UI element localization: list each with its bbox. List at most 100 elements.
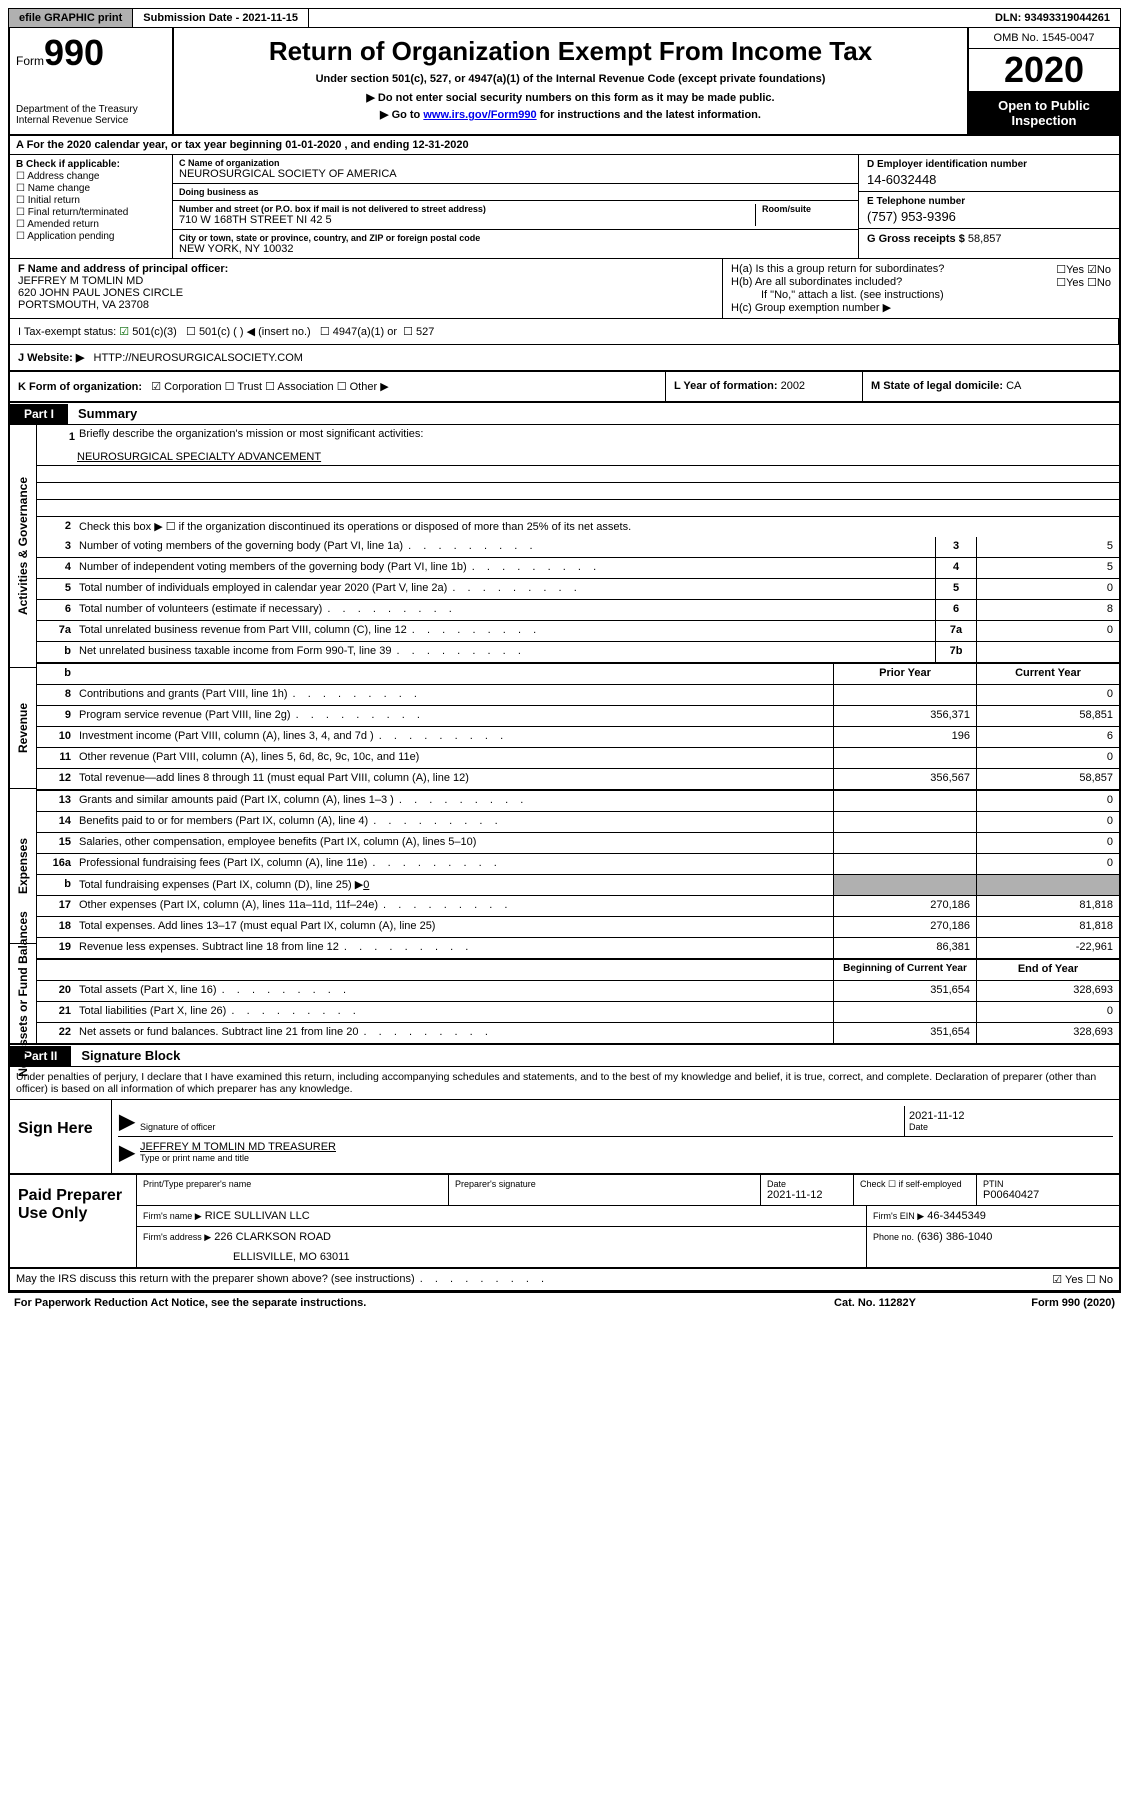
line-9-curr: 58,851 — [976, 706, 1119, 726]
line-1-num: 1 — [41, 428, 79, 446]
chk-final-return[interactable]: Final return/terminated — [16, 207, 166, 218]
row-a-tax-year: A For the 2020 calendar year, or tax yea… — [10, 136, 1119, 155]
tax-exempt-status: I Tax-exempt status: 501(c)(3) 501(c) ( … — [10, 319, 1119, 344]
line-22-prior: 351,654 — [833, 1023, 976, 1043]
ptin-label: PTIN — [983, 1179, 1113, 1189]
line-16a-desc: Professional fundraising fees (Part IX, … — [75, 854, 833, 874]
line-4-desc: Number of independent voting members of … — [75, 558, 935, 578]
tab-activities: Activities & Governance — [16, 477, 30, 615]
part1-header: Part I Summary — [10, 403, 1119, 425]
line-1-desc: Briefly describe the organization's miss… — [79, 428, 1115, 446]
line-15-desc: Salaries, other compensation, employee b… — [75, 833, 833, 853]
gross-receipts-label: G Gross receipts $ — [867, 233, 965, 245]
firm-addr1: 226 CLARKSON ROAD — [214, 1231, 331, 1243]
firm-name-label: Firm's name ▶ — [143, 1211, 202, 1221]
line-5-desc: Total number of individuals employed in … — [75, 579, 935, 599]
submission-date: Submission Date - 2021-11-15 — [133, 9, 309, 27]
chk-initial-return[interactable]: Initial return — [16, 195, 166, 206]
row-klm: K Form of organization: ☑ Corporation ☐ … — [10, 372, 1119, 403]
line-8-curr: 0 — [976, 685, 1119, 705]
row-i-label: I Tax-exempt status: — [18, 326, 116, 338]
box-b-title: B Check if applicable: — [16, 159, 120, 170]
page-footer: For Paperwork Reduction Act Notice, see … — [8, 1293, 1121, 1313]
firm-addr2: ELLISVILLE, MO 63011 — [143, 1251, 860, 1263]
chk-name-change[interactable]: Name change — [16, 183, 166, 194]
line-16a-curr: 0 — [976, 854, 1119, 874]
dba-label: Doing business as — [179, 187, 852, 197]
cat-no: Cat. No. 11282Y — [785, 1297, 965, 1309]
line-5-box: 5 — [935, 579, 976, 599]
line-13-curr: 0 — [976, 791, 1119, 811]
form-title: Return of Organization Exempt From Incom… — [182, 36, 959, 67]
mission-blank1 — [37, 466, 1119, 483]
tab-net-assets: Net Assets or Fund Balances — [16, 911, 30, 1077]
form-header: Form990 Department of the Treasury Inter… — [10, 28, 1119, 136]
mission-blank3 — [37, 500, 1119, 516]
firm-ein-label: Firm's EIN ▶ — [873, 1211, 924, 1221]
sig-date-label: Date — [909, 1122, 1109, 1132]
line-16b-curr — [976, 875, 1119, 895]
line-11-curr: 0 — [976, 748, 1119, 768]
line-12-prior: 356,567 — [833, 769, 976, 789]
line-6-box: 6 — [935, 600, 976, 620]
line-13-prior — [833, 791, 976, 811]
line-1-block: 1 Briefly describe the organization's mi… — [37, 425, 1119, 517]
firm-name: RICE SULLIVAN LLC — [205, 1210, 310, 1222]
phone-value: (757) 953-9396 — [867, 209, 1111, 224]
line-17-desc: Other expenses (Part IX, column (A), lin… — [75, 896, 833, 916]
line-15-curr: 0 — [976, 833, 1119, 853]
box-b: B Check if applicable: Address change Na… — [10, 155, 173, 258]
line-21-prior — [833, 1002, 976, 1022]
line-16b-prior — [833, 875, 976, 895]
org-name-label: C Name of organization — [179, 158, 852, 168]
hdr-curr: Current Year — [976, 664, 1119, 684]
chk-amended-return[interactable]: Amended return — [16, 219, 166, 230]
line-7b-val — [976, 642, 1119, 662]
website-value: HTTP://NEUROSURGICALSOCIETY.COM — [94, 352, 303, 364]
line-14-prior — [833, 812, 976, 832]
chk-4947[interactable]: 4947(a)(1) or — [320, 326, 397, 338]
vertical-tabs: Activities & Governance Revenue Expenses… — [10, 425, 37, 1043]
box-m: M State of legal domicile: CA — [862, 372, 1119, 401]
prep-phone-label: Phone no. — [873, 1232, 914, 1242]
form-org-label: K Form of organization: — [18, 381, 142, 393]
summary-main: 1 Briefly describe the organization's mi… — [37, 425, 1119, 1043]
chk-application-pending[interactable]: Application pending — [16, 231, 166, 242]
officer-label: F Name and address of principal officer: — [18, 263, 228, 275]
city-value: NEW YORK, NY 10032 — [179, 243, 852, 255]
mission-blank2 — [37, 483, 1119, 500]
chk-501c[interactable]: 501(c) ( ) ◀ (insert no.) — [186, 326, 311, 338]
goto-pre: ▶ Go to — [380, 109, 423, 121]
chk-address-change[interactable]: Address change — [16, 171, 166, 182]
officer-addr1: 620 JOHN PAUL JONES CIRCLE — [18, 287, 714, 299]
form-subtitle: Under section 501(c), 527, or 4947(a)(1)… — [182, 73, 959, 85]
line-18-curr: 81,818 — [976, 917, 1119, 937]
website-label: J Website: ▶ — [18, 352, 84, 364]
section-bcd: B Check if applicable: Address change Na… — [10, 155, 1119, 259]
line-20-prior: 351,654 — [833, 981, 976, 1001]
row-i: I Tax-exempt status: 501(c)(3) 501(c) ( … — [10, 319, 1119, 345]
sig-name: JEFFREY M TOMLIN MD TREASURER — [140, 1141, 1109, 1153]
row-fh: F Name and address of principal officer:… — [10, 259, 1119, 319]
instructions-link[interactable]: www.irs.gov/Form990 — [423, 109, 536, 121]
line-9-prior: 356,371 — [833, 706, 976, 726]
efile-print-button[interactable]: efile GRAPHIC print — [9, 9, 133, 27]
omb-number: OMB No. 1545-0047 — [969, 28, 1119, 49]
ein-value: 14-6032448 — [867, 172, 1111, 187]
line-15-prior — [833, 833, 976, 853]
signature-intro: Under penalties of perjury, I declare th… — [10, 1067, 1119, 1100]
line-18-desc: Total expenses. Add lines 13–17 (must eq… — [75, 917, 833, 937]
chk-501c3[interactable]: 501(c)(3) — [119, 326, 177, 338]
chk-527[interactable]: 527 — [403, 326, 434, 338]
gross-receipts-value: 58,857 — [968, 233, 1002, 245]
line-6-val: 8 — [976, 600, 1119, 620]
city-label: City or town, state or province, country… — [179, 233, 852, 243]
row-j-website: J Website: ▶ HTTP://NEUROSURGICALSOCIETY… — [10, 345, 1119, 372]
firm-addr-label: Firm's address ▶ — [143, 1232, 211, 1242]
part1-title: Summary — [68, 403, 147, 424]
summary-body: Activities & Governance Revenue Expenses… — [10, 425, 1119, 1045]
sign-here-block: Sign Here ▶ Signature of officer 2021-11… — [10, 1100, 1119, 1175]
part2-header: Part II Signature Block — [10, 1045, 1119, 1067]
line-9-desc: Program service revenue (Part VIII, line… — [75, 706, 833, 726]
pra-notice: For Paperwork Reduction Act Notice, see … — [14, 1297, 785, 1309]
